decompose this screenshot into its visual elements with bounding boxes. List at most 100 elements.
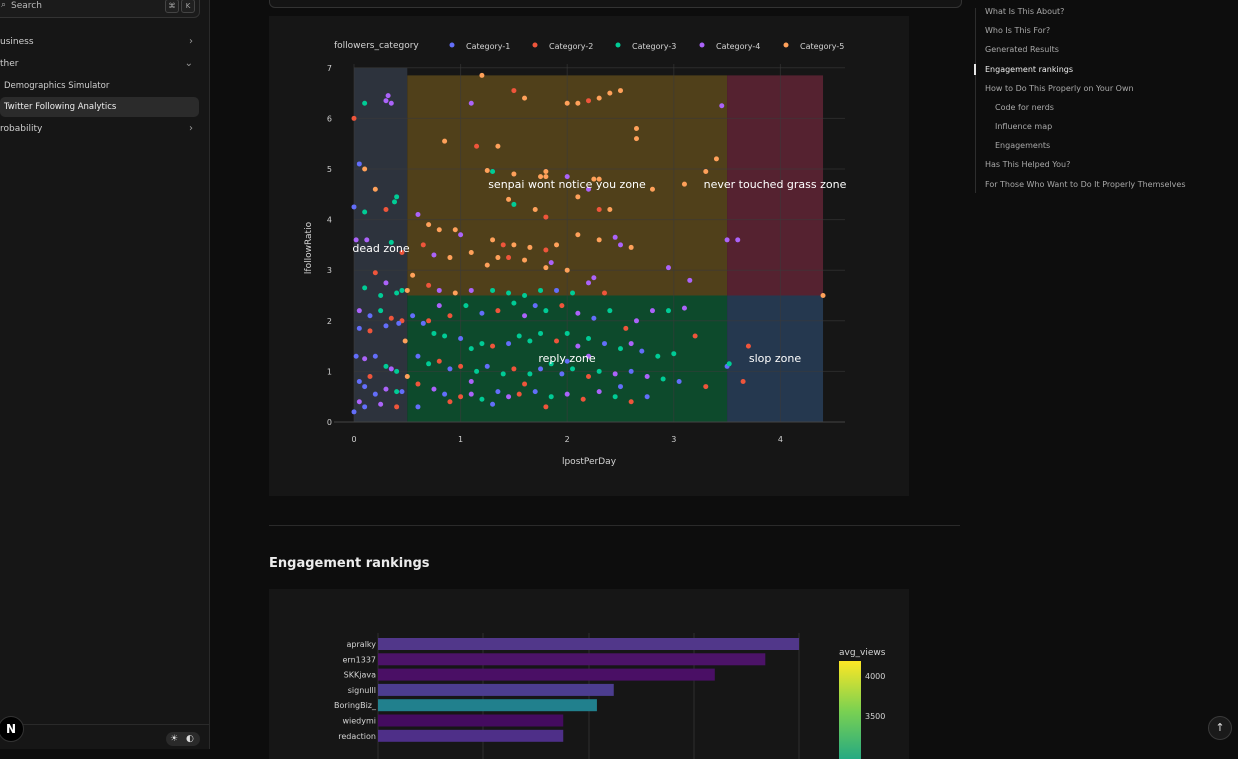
legend-marker <box>532 42 538 48</box>
sidebar-item-business[interactable]: usiness › <box>0 32 209 52</box>
sun-icon[interactable]: ☀ <box>170 734 179 744</box>
data-point <box>353 237 359 243</box>
data-point <box>378 401 384 407</box>
bar-chart-container: apralky ern1337 SKKjava signulll BoringBiz_ w… <box>269 589 909 759</box>
data-point <box>724 237 730 243</box>
scroll-to-top-button[interactable]: ↑ <box>1208 716 1232 740</box>
zone-rect <box>727 295 824 422</box>
data-point <box>586 336 592 342</box>
data-point <box>463 303 469 309</box>
legend-label: Category-4 <box>716 42 760 51</box>
search-box[interactable]: ⌕ Search ⌘ K <box>0 0 200 18</box>
legend-marker <box>449 42 455 48</box>
zone-rect <box>727 75 824 296</box>
data-point <box>468 379 474 385</box>
data-point <box>559 371 565 377</box>
data-point <box>362 404 368 410</box>
data-point <box>415 212 421 218</box>
data-point <box>548 361 554 367</box>
data-point <box>490 237 496 243</box>
data-point <box>362 100 368 106</box>
data-point <box>628 244 634 250</box>
data-point <box>665 265 671 271</box>
data-point <box>399 287 405 293</box>
sidebar-item-other[interactable]: ther ⌄ <box>0 54 209 74</box>
toc-subitem[interactable]: Code for nerds <box>995 103 1054 112</box>
moon-icon[interactable]: ◐ <box>186 734 194 744</box>
data-point <box>538 174 544 180</box>
data-point <box>447 255 453 261</box>
data-point <box>402 338 408 344</box>
legend-label: Category-2 <box>549 42 593 51</box>
data-point <box>602 341 608 347</box>
toc-item[interactable]: Has This Helped You? <box>985 160 1071 169</box>
data-point <box>687 277 693 283</box>
data-point <box>378 308 384 314</box>
data-point <box>378 293 384 298</box>
data-point <box>394 389 400 395</box>
toc-item[interactable]: Generated Results <box>985 45 1059 54</box>
toc-item[interactable]: How to Do This Properly on Your Own <box>985 84 1134 93</box>
data-point <box>436 303 442 309</box>
app-logo[interactable]: N <box>0 716 24 742</box>
toc-subitem[interactable]: Engagements <box>995 141 1051 150</box>
toc-line <box>975 8 976 193</box>
toc-item[interactable]: For Those Who Want to Do It Properly The… <box>985 180 1186 189</box>
toc-item[interactable]: Who Is This For? <box>985 26 1051 35</box>
data-point <box>649 186 655 192</box>
sidebar-item-probability[interactable]: robability › <box>0 119 209 139</box>
toc-item-active[interactable]: Engagement rankings <box>985 65 1074 74</box>
data-point <box>543 308 549 314</box>
data-point <box>458 232 464 238</box>
data-point <box>703 169 709 175</box>
theme-toggle[interactable]: ☀ ◐ <box>166 732 200 746</box>
data-point <box>495 255 501 261</box>
data-point <box>586 98 592 104</box>
x-axis-title: lpostPerDay <box>562 457 617 467</box>
sidebar-item-twitter-following-analytics[interactable]: Twitter Following Analytics <box>0 97 199 117</box>
data-point <box>468 287 474 293</box>
x-tick-label: 3 <box>671 435 676 444</box>
data-point <box>548 260 554 266</box>
data-point <box>447 399 453 405</box>
legend-label: Category-1 <box>466 42 510 51</box>
data-point <box>511 88 517 94</box>
y-tick-label: 7 <box>327 64 332 73</box>
chevron-down-icon: ⌄ <box>184 58 193 69</box>
sidebar-item-demographics-simulator[interactable]: Demographics Simulator <box>0 76 199 96</box>
data-point <box>527 244 533 250</box>
data-point <box>633 318 639 324</box>
data-point <box>618 384 623 390</box>
data-point <box>447 313 453 319</box>
legend-marker <box>783 42 789 48</box>
legend-title: followers_category <box>334 41 419 51</box>
data-point <box>442 333 448 339</box>
data-point <box>372 391 378 397</box>
data-point <box>745 343 751 349</box>
data-point <box>596 368 602 374</box>
data-point <box>410 313 416 319</box>
data-point <box>490 169 496 175</box>
colorbar-title: avg_views <box>839 648 886 658</box>
data-point <box>538 330 544 336</box>
toc-item[interactable]: What Is This About? <box>985 7 1065 16</box>
toc-subitem[interactable]: Influence map <box>995 122 1053 131</box>
data-point <box>362 166 368 172</box>
data-point <box>436 287 442 293</box>
sidebar-item-label: usiness <box>0 37 34 47</box>
data-point <box>639 348 645 354</box>
sidebar-item-label: Demographics Simulator <box>4 81 110 91</box>
data-point <box>511 171 517 177</box>
scatter-chart-container: 0 1 2 3 4 5 6 7 0 1 2 3 4 dead zone senpai wont notice… <box>269 16 909 496</box>
data-point <box>392 199 398 205</box>
data-point <box>575 343 581 349</box>
data-point <box>511 201 517 207</box>
data-point <box>353 353 359 359</box>
data-point <box>628 368 634 374</box>
data-point <box>474 368 480 374</box>
data-point <box>383 323 389 329</box>
data-point <box>564 330 570 336</box>
data-point <box>532 389 538 395</box>
zone-label: never touched grass zone <box>704 178 847 191</box>
sidebar: ⌕ Search ⌘ K usiness › ther ⌄ Demographi… <box>0 0 210 749</box>
